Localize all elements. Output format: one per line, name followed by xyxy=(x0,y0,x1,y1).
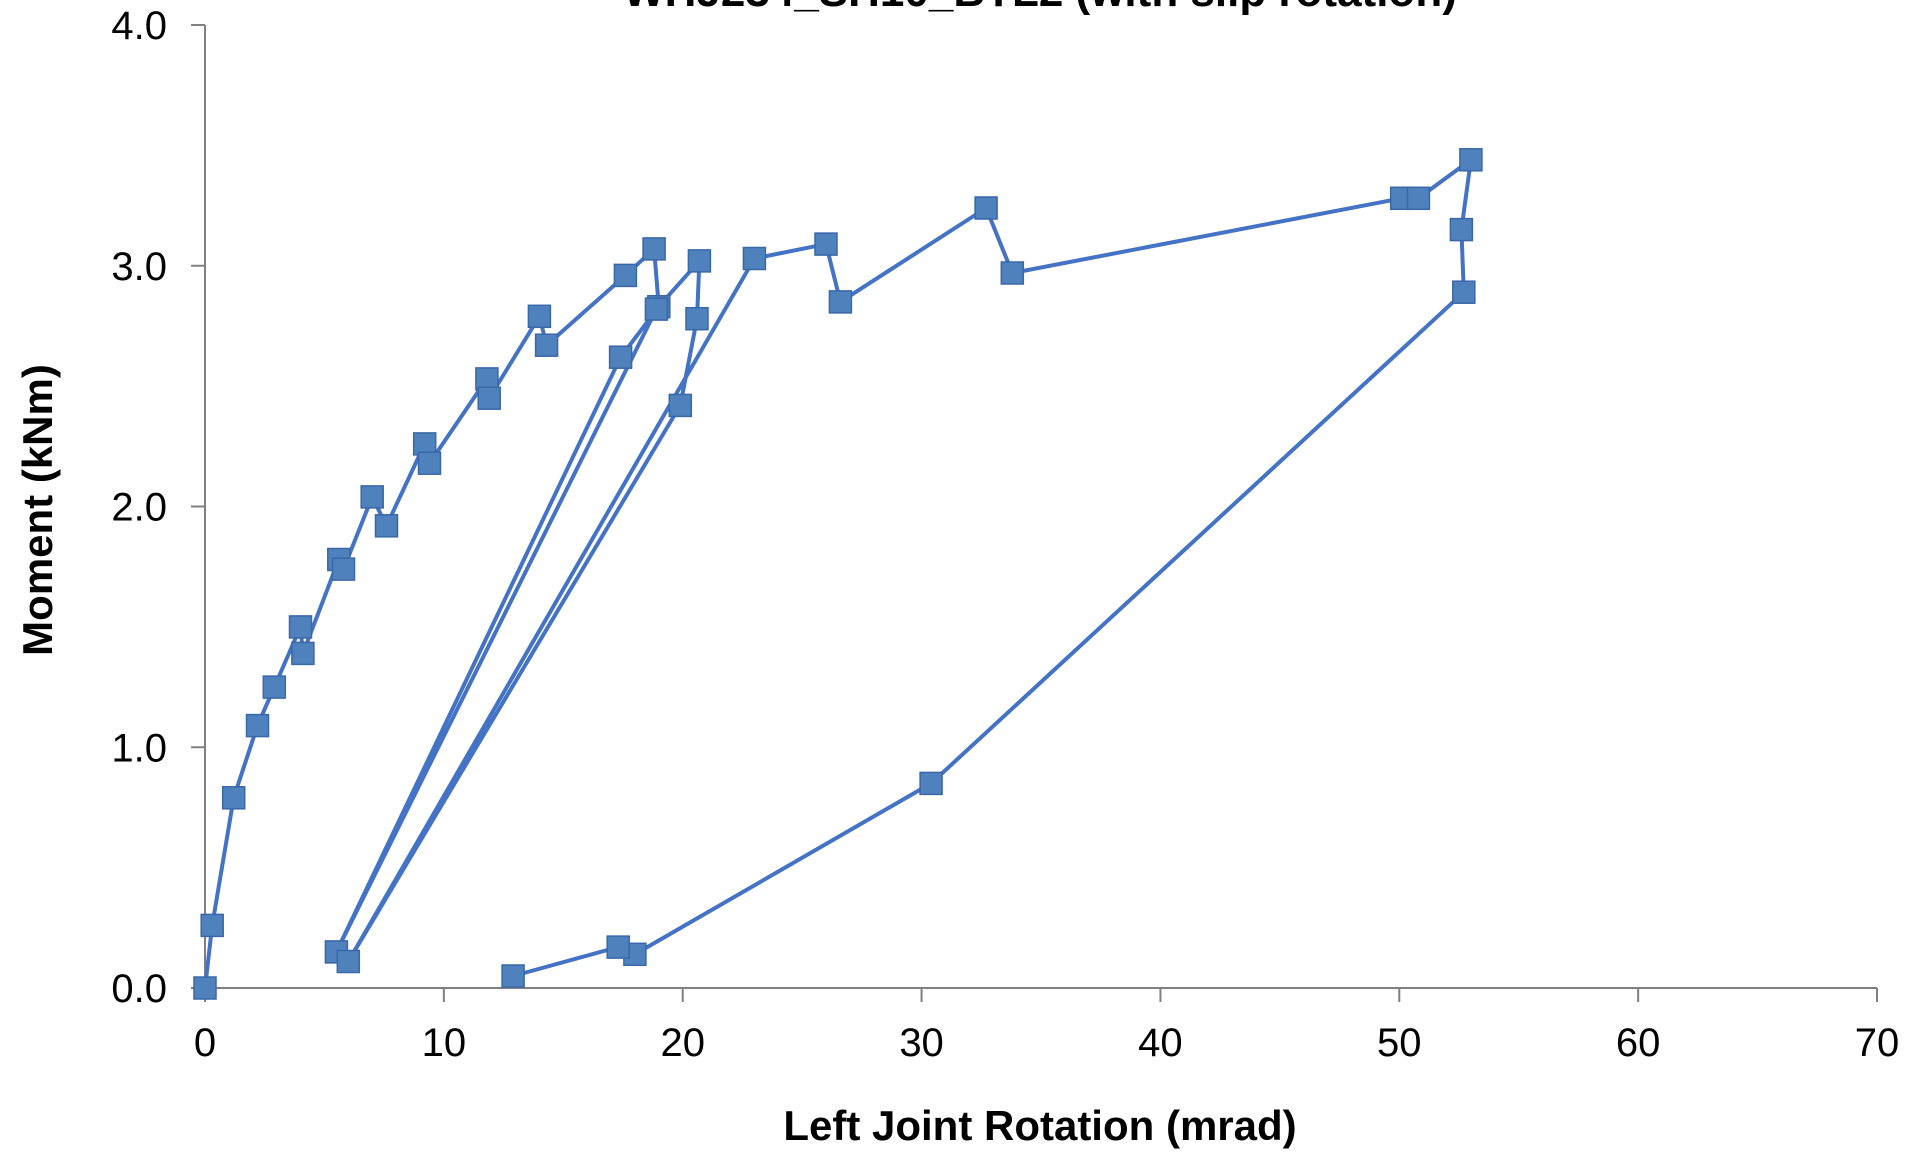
x-tick-label: 10 xyxy=(422,1021,467,1065)
data-point xyxy=(193,976,217,1000)
data-point xyxy=(336,949,361,974)
series-line xyxy=(203,157,1473,989)
data-point xyxy=(1406,186,1431,211)
data-point xyxy=(291,641,315,666)
data-point xyxy=(828,290,853,314)
y-axis-title: Moment (kNm) xyxy=(14,364,61,656)
chart-title: WHJ234_SH10_BTL2 (with slip rotation) xyxy=(623,0,1457,16)
data-point xyxy=(288,615,313,639)
data-point xyxy=(1452,280,1476,304)
data-point xyxy=(221,786,246,810)
x-tick-label: 50 xyxy=(1377,1021,1422,1065)
y-tick-label: 0.0 xyxy=(111,967,167,1011)
data-point xyxy=(814,232,838,256)
data-point xyxy=(501,964,525,988)
data-point xyxy=(1459,148,1483,172)
data-point xyxy=(200,913,224,938)
data-point xyxy=(668,393,693,418)
x-tick-label: 30 xyxy=(899,1021,944,1065)
data-point xyxy=(685,306,709,331)
x-tick-label: 0 xyxy=(194,1021,216,1065)
y-tick-label: 4.0 xyxy=(111,4,167,48)
x-tick-label: 40 xyxy=(1138,1021,1183,1065)
data-point xyxy=(527,304,552,329)
data-point xyxy=(477,386,501,410)
plot-area: 0 10 20 30 40 50 60 70 0.0 1.0 2.0 3.0 4.0 xyxy=(111,4,1899,1065)
data-point xyxy=(974,196,998,220)
data-point xyxy=(642,237,666,261)
x-tick-label: 70 xyxy=(1855,1021,1900,1065)
data-point xyxy=(417,451,442,475)
data-point xyxy=(1000,261,1025,285)
data-point xyxy=(608,345,633,369)
data-point xyxy=(534,333,559,357)
y-tick-label: 3.0 xyxy=(111,245,167,289)
y-tick-label: 1.0 xyxy=(111,726,167,770)
data-point xyxy=(687,249,712,273)
x-tick-label: 60 xyxy=(1616,1021,1661,1065)
data-point xyxy=(613,263,638,288)
data-point xyxy=(644,297,669,321)
data-point xyxy=(742,246,767,271)
x-axis-title: Left Joint Rotation (mrad) xyxy=(783,1102,1296,1149)
x-tick-label: 20 xyxy=(660,1021,705,1065)
data-point xyxy=(606,935,630,959)
data-point xyxy=(262,675,287,699)
data-point xyxy=(331,557,356,581)
data-point xyxy=(1449,217,1474,242)
data-point xyxy=(360,485,384,509)
data-point xyxy=(245,713,270,738)
data-point xyxy=(919,771,943,796)
y-tick-label: 2.0 xyxy=(111,486,167,530)
data-point xyxy=(374,514,399,538)
